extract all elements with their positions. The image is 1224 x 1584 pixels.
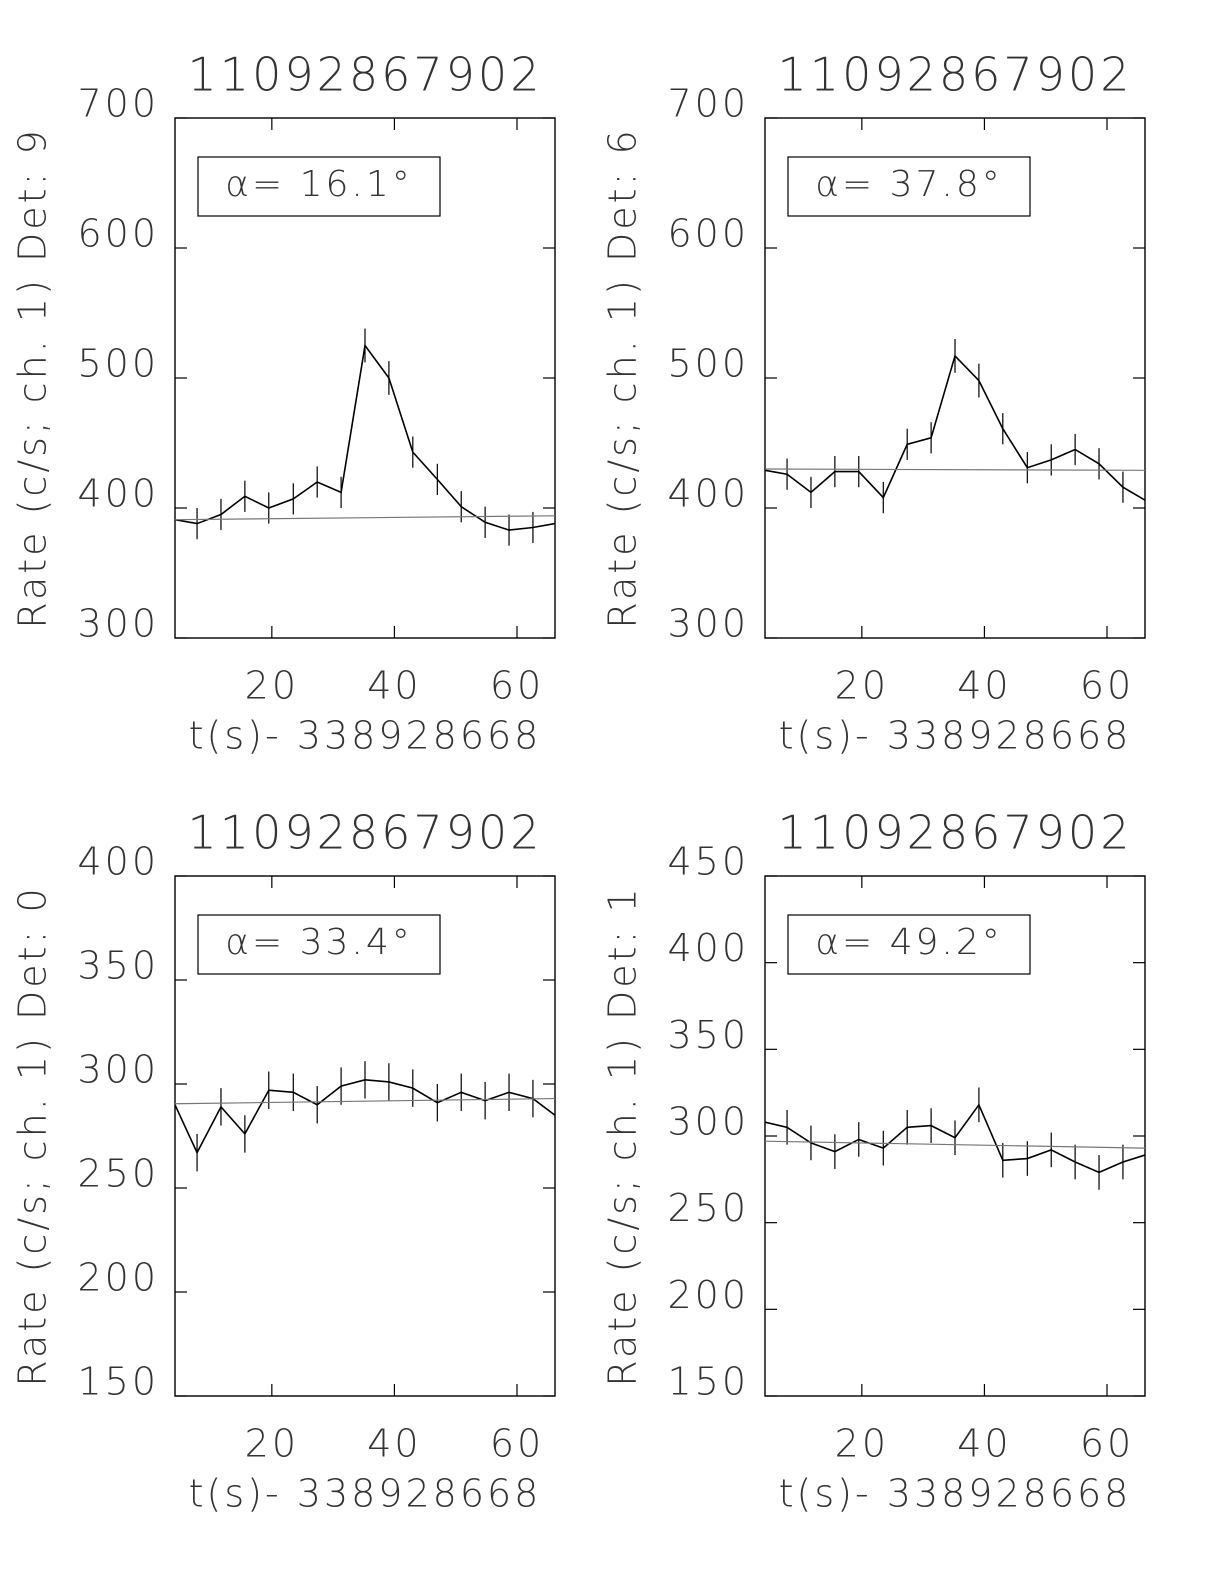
- y-tick-label: 450: [667, 840, 749, 884]
- y-axis-label: Rate (c/s; ch. 1) Det: 9: [11, 127, 55, 628]
- annotation-box: [787, 156, 1031, 217]
- annotation-box: [197, 156, 441, 217]
- y-tick-label: 200: [667, 1273, 749, 1317]
- y-axis-label: Rate (c/s; ch. 1) Det: 6: [601, 127, 645, 628]
- y-tick-label: 700: [667, 82, 749, 126]
- data-line: [175, 343, 555, 531]
- y-tick-label: 150: [667, 1360, 749, 1404]
- x-tick-label: 20: [245, 664, 299, 708]
- x-tick-label: 60: [490, 1422, 544, 1466]
- annotation: α= 37.8°: [815, 164, 1003, 205]
- y-tick-label: 300: [667, 602, 749, 646]
- y-tick-label: 600: [77, 212, 159, 256]
- y-tick-label: 300: [77, 1048, 159, 1092]
- annotation: α= 33.4°: [225, 922, 413, 963]
- panel: 11092867902 t(s)- 338928668 Rate (c/s; ch.…: [11, 48, 556, 758]
- panel: 11092867902 t(s)- 338928668 Rate (c/s; ch.…: [601, 48, 1146, 758]
- x-tick-label: 20: [245, 1422, 299, 1466]
- y-tick-label: 350: [77, 944, 159, 988]
- x-tick-label: 60: [1080, 1422, 1134, 1466]
- y-tick-label: 600: [667, 212, 749, 256]
- plot-frame: [174, 875, 556, 1397]
- x-axis-label: t(s)- 338928668: [189, 714, 542, 758]
- fit-line: [765, 1140, 1145, 1149]
- x-tick-label: 40: [957, 664, 1011, 708]
- y-tick-label: 250: [77, 1152, 159, 1196]
- data-line: [765, 354, 1145, 501]
- y-tick-label: 200: [77, 1256, 159, 1300]
- annotation: α= 16.1°: [225, 164, 413, 205]
- x-axis-label: t(s)- 338928668: [189, 1472, 542, 1516]
- x-tick-label: 60: [490, 664, 544, 708]
- fit-line: [765, 468, 1145, 471]
- y-tick-label: 400: [667, 472, 749, 516]
- y-tick-label: 300: [77, 602, 159, 646]
- y-tick-label: 150: [77, 1360, 159, 1404]
- chart-title: 11092867902: [778, 48, 1133, 102]
- y-tick-label: 250: [667, 1186, 749, 1230]
- x-tick-label: 60: [1080, 664, 1134, 708]
- y-tick-label: 500: [667, 342, 749, 386]
- panel: 11092867902 t(s)- 338928668 Rate (c/s; ch.…: [601, 806, 1146, 1516]
- annotation-box: [787, 914, 1031, 975]
- y-tick-label: 400: [667, 926, 749, 970]
- y-tick-label: 400: [77, 472, 159, 516]
- panel: 11092867902 t(s)- 338928668 Rate (c/s; ch.…: [11, 806, 556, 1516]
- x-tick-label: 20: [835, 664, 889, 708]
- chart-title: 11092867902: [188, 806, 543, 860]
- y-tick-label: 400: [77, 840, 159, 884]
- y-tick-label: 700: [77, 82, 159, 126]
- chart-title: 11092867902: [778, 806, 1133, 860]
- x-tick-label: 40: [367, 664, 421, 708]
- x-axis-label: t(s)- 338928668: [779, 714, 1132, 758]
- y-axis-label: Rate (c/s; ch. 1) Det: 1: [601, 885, 645, 1386]
- x-tick-label: 40: [367, 1422, 421, 1466]
- x-tick-label: 20: [835, 1422, 889, 1466]
- y-axis-label: Rate (c/s; ch. 1) Det: 0: [11, 885, 55, 1386]
- annotation-box: [197, 914, 441, 975]
- fit-line: [175, 515, 555, 521]
- y-tick-label: 300: [667, 1100, 749, 1144]
- annotation: α= 49.2°: [815, 922, 1003, 963]
- x-axis-label: t(s)- 338928668: [779, 1472, 1132, 1516]
- fit-line: [175, 1097, 555, 1105]
- x-tick-label: 40: [957, 1422, 1011, 1466]
- y-tick-label: 500: [77, 342, 159, 386]
- y-tick-label: 350: [667, 1013, 749, 1057]
- chart-title: 11092867902: [188, 48, 543, 102]
